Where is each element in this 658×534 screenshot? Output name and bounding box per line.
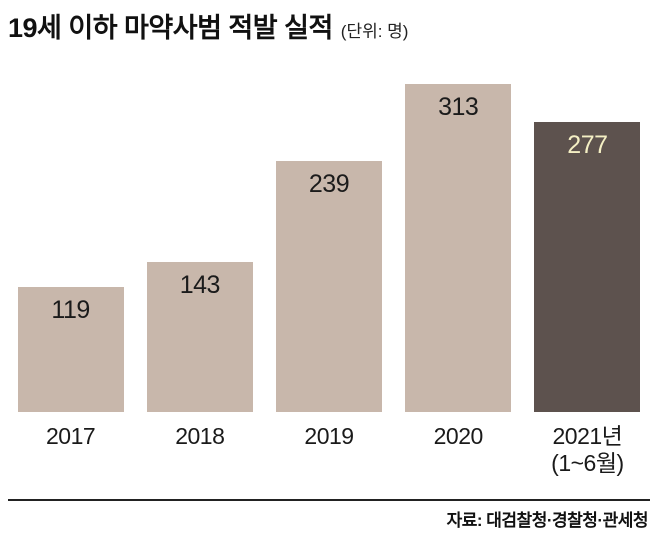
chart-title: 19세 이하 마약사범 적발 실적 [8, 13, 333, 43]
bar-area: 119 [6, 64, 135, 412]
bar-2020: 313 [405, 84, 512, 412]
bar-value-label: 313 [438, 93, 479, 121]
bar-plot: 119 2017 143 2018 239 2019 313 2020 277 2021년 (1~6… [6, 64, 652, 477]
footer-divider [8, 499, 650, 501]
bar-area: 313 [394, 64, 523, 412]
bar-value-label: 143 [179, 271, 221, 299]
x-axis-label: 2017 [46, 423, 96, 449]
x-axis-label: 2021년 (1~6월) [551, 423, 624, 477]
bar-column: 239 2019 [264, 64, 393, 477]
bar-area: 239 [264, 64, 393, 412]
bar-value-label: 239 [308, 170, 350, 198]
source-text: 자료: 대검찰청·경찰청·관세청 [446, 511, 649, 530]
bar-2021: 277 [534, 122, 641, 412]
bar-area: 277 [523, 64, 652, 412]
bar-value-label: 277 [567, 131, 608, 159]
bar-area: 143 [135, 64, 264, 412]
bar-column: 119 2017 [6, 64, 135, 477]
chart-header: 19세 이하 마약사범 적발 실적 (단위: 명) [8, 6, 650, 45]
bar-2018: 143 [146, 262, 253, 412]
x-axis-label: 2018 [175, 423, 225, 449]
bar-column: 277 2021년 (1~6월) [523, 64, 652, 477]
x-axis-label: 2020 [433, 423, 484, 449]
unit-label: (단위: 명) [340, 22, 409, 41]
bar-2017: 119 [17, 287, 124, 412]
bar-column: 313 2020 [394, 64, 523, 477]
bar-value-label: 119 [51, 296, 90, 324]
bar-column: 143 2018 [135, 64, 264, 477]
x-axis-label: 2019 [304, 423, 354, 449]
bar-2019: 239 [276, 161, 382, 412]
